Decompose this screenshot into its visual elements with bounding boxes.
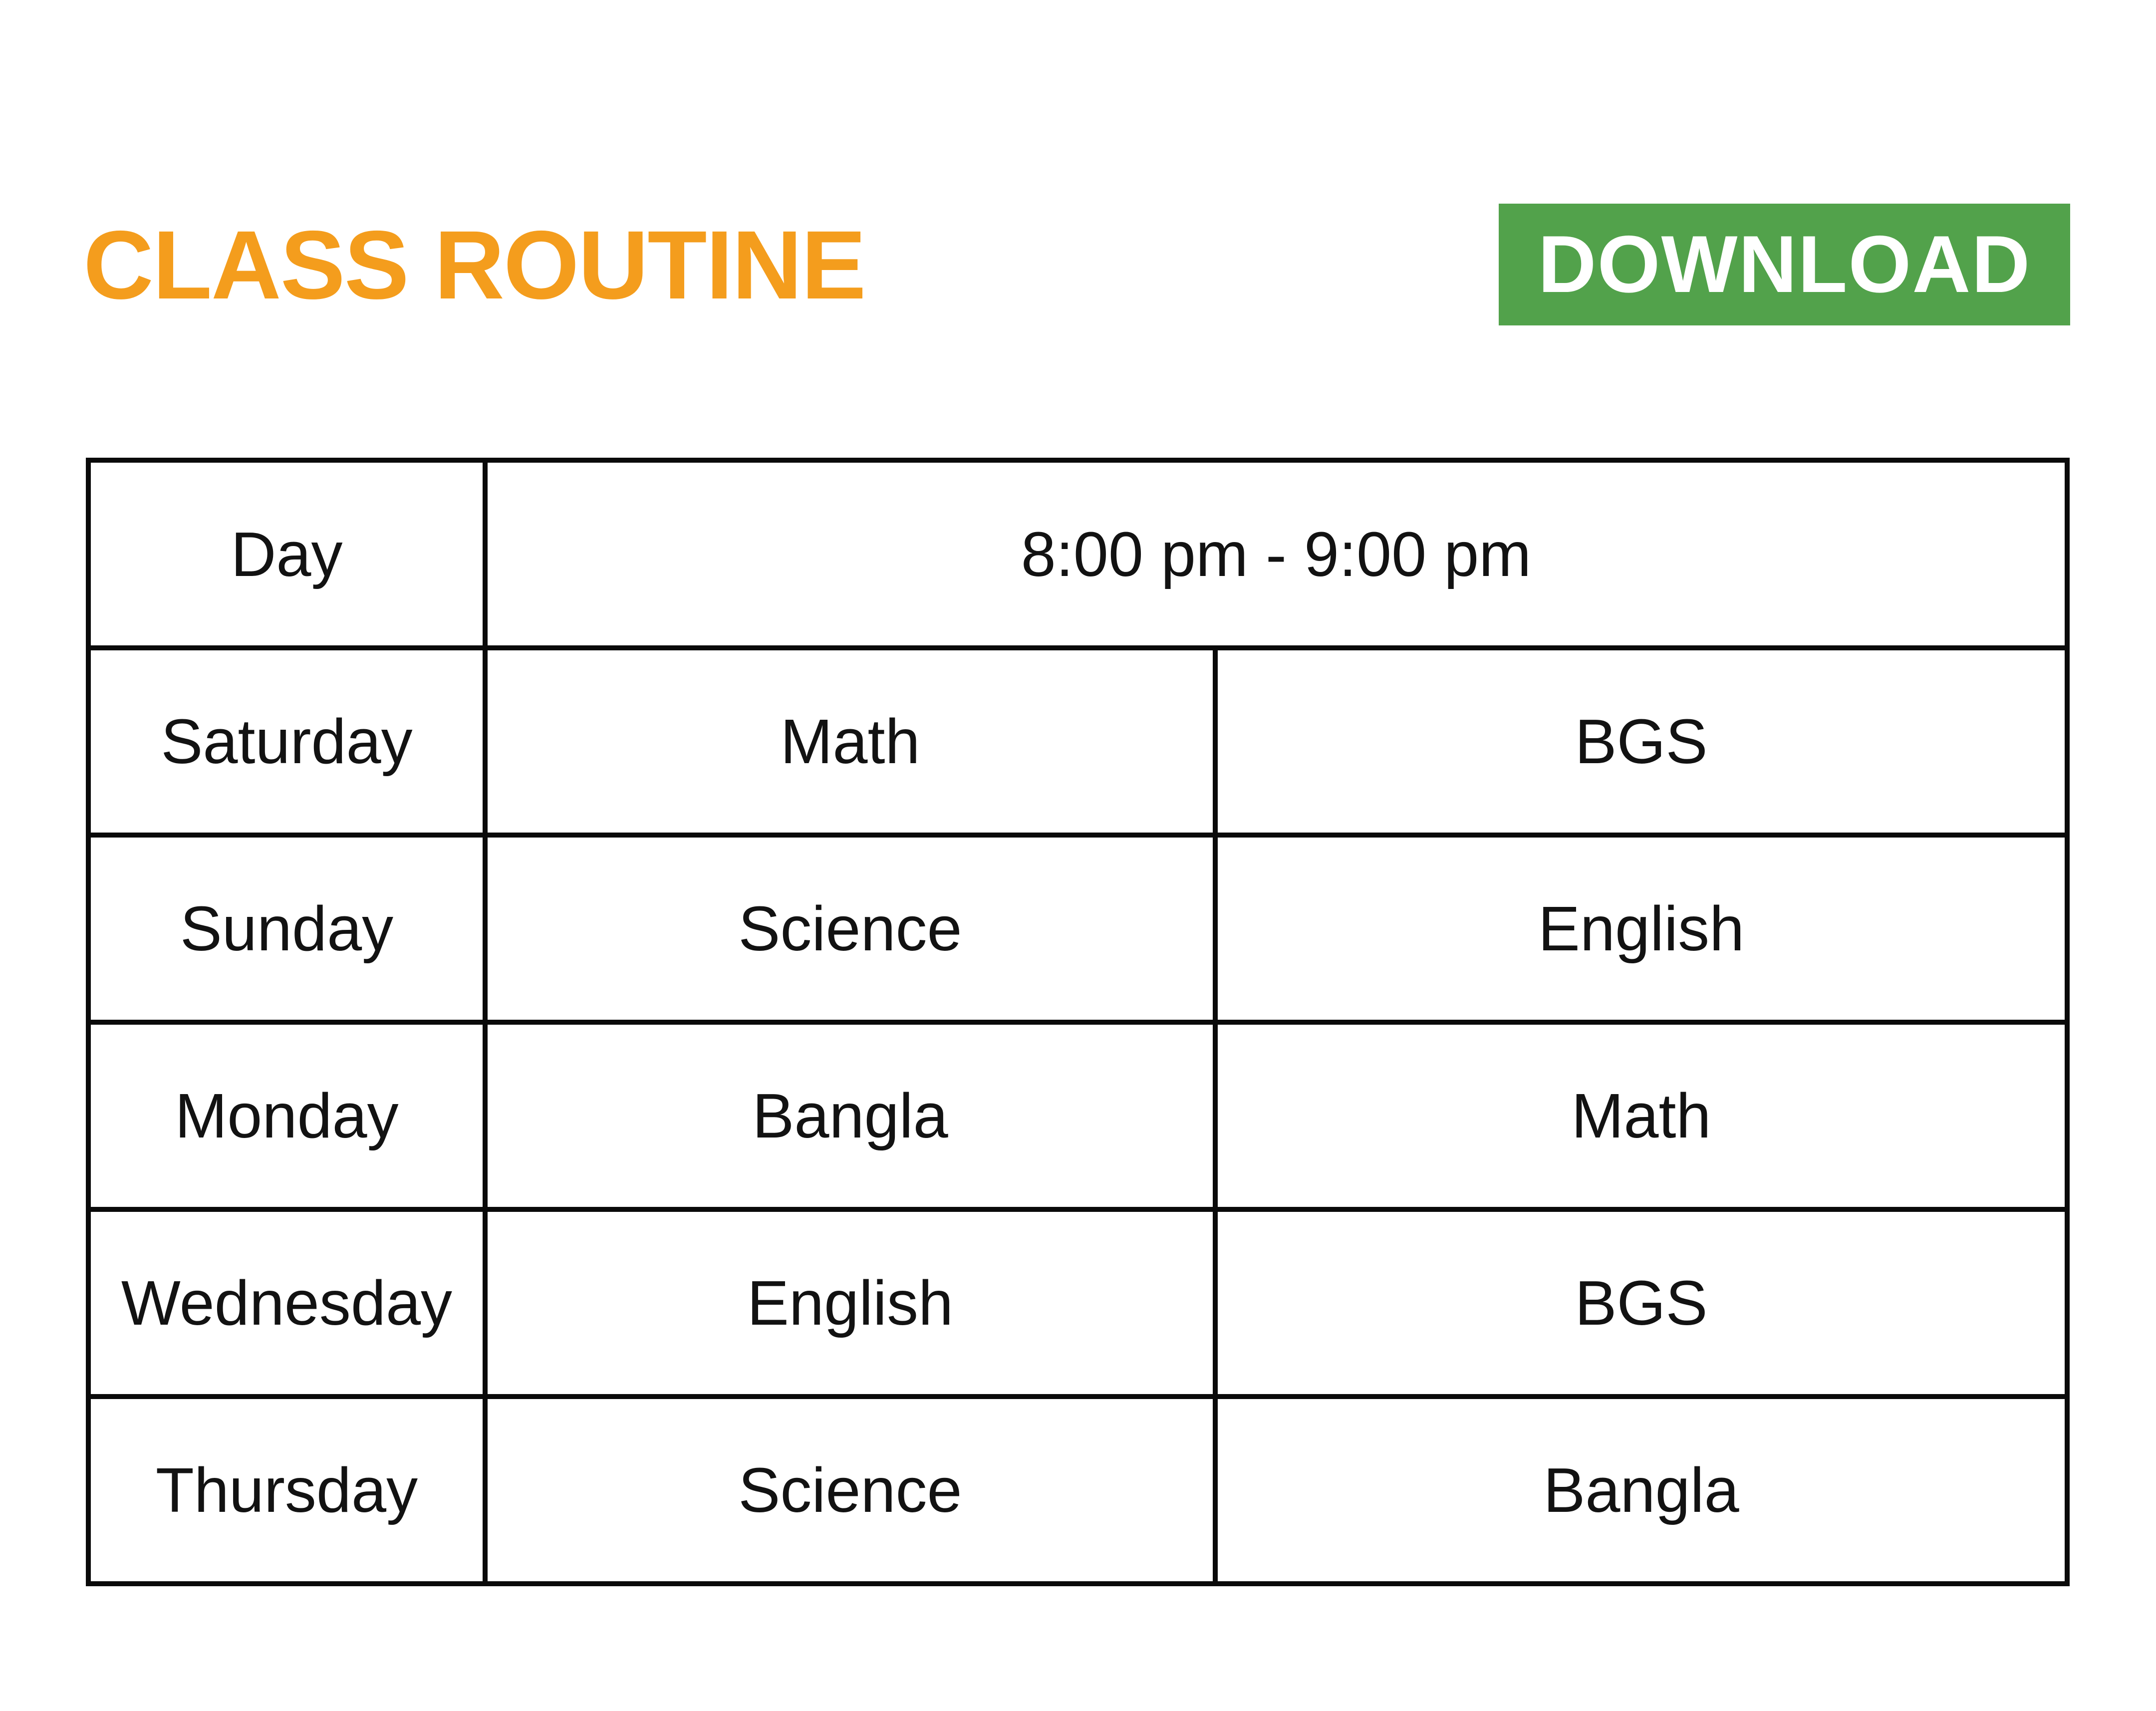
table-row: Monday Bangla Math xyxy=(86,1020,2070,1212)
subject-cell: Science xyxy=(482,1394,1218,1586)
subject-cell: Math xyxy=(482,645,1218,838)
table-header-row: Day 8:00 pm - 9:00 pm xyxy=(86,458,2070,650)
time-slot-header: 8:00 pm - 9:00 pm xyxy=(482,458,2070,650)
subject-cell: Science xyxy=(482,833,1218,1025)
subject-cell: English xyxy=(1213,833,2070,1025)
download-button[interactable]: DOWNLOAD xyxy=(1499,204,2070,325)
subject-cell: Bangla xyxy=(482,1020,1218,1212)
subject-cell: English xyxy=(482,1207,1218,1399)
table-row: Wednesday English BGS xyxy=(86,1207,2070,1399)
day-cell: Thursday xyxy=(86,1394,488,1586)
day-cell: Monday xyxy=(86,1020,488,1212)
table-row: Thursday Science Bangla xyxy=(86,1394,2070,1586)
class-routine-table: Day 8:00 pm - 9:00 pm Saturday Math BGS … xyxy=(86,458,2070,1586)
day-column-header: Day xyxy=(86,458,488,650)
table-row: Saturday Math BGS xyxy=(86,645,2070,838)
subject-cell: BGS xyxy=(1213,645,2070,838)
subject-cell: BGS xyxy=(1213,1207,2070,1399)
day-cell: Sunday xyxy=(86,833,488,1025)
day-cell: Wednesday xyxy=(86,1207,488,1399)
subject-cell: Bangla xyxy=(1213,1394,2070,1586)
subject-cell: Math xyxy=(1213,1020,2070,1212)
page-title: CLASS ROUTINE xyxy=(83,211,866,319)
day-cell: Saturday xyxy=(86,645,488,838)
table-row: Sunday Science English xyxy=(86,833,2070,1025)
